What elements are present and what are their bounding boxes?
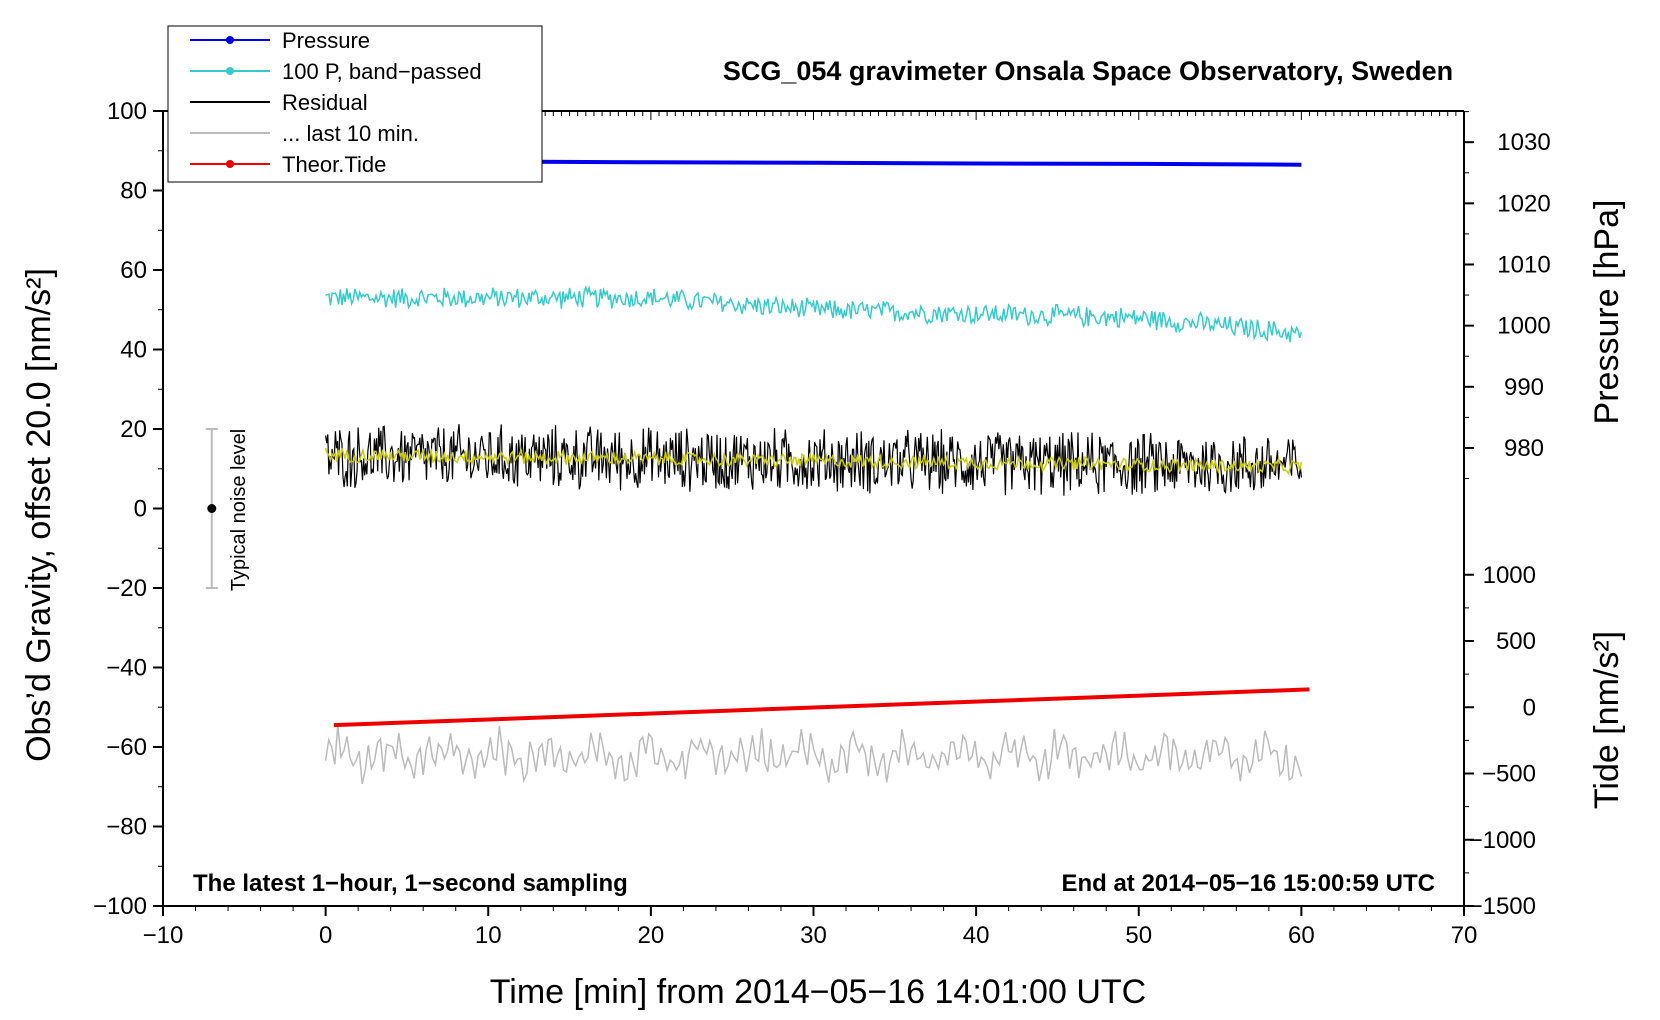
y-tick-label: 80 bbox=[120, 178, 147, 205]
y-axis-title-left: Obs’d Gravity, offset 20.0 [nm/s²] bbox=[20, 268, 58, 762]
legend-label: Residual bbox=[282, 90, 368, 115]
x-tick-label: 50 bbox=[1125, 922, 1152, 949]
text-layer: SCG_054 gravimeter Onsala Space Observat… bbox=[20, 56, 1626, 1011]
legend-marker bbox=[226, 67, 234, 75]
chart-title: SCG_054 gravimeter Onsala Space Observat… bbox=[723, 56, 1453, 86]
tide-tick-label: 0 bbox=[1523, 694, 1536, 721]
noise-bar-center-dot bbox=[207, 504, 217, 513]
y-tick-label: 100 bbox=[107, 98, 147, 125]
y-tick-label: −60 bbox=[106, 734, 147, 761]
tide-tick-label: −500 bbox=[1482, 761, 1536, 788]
x-tick-label: 60 bbox=[1288, 922, 1315, 949]
y-tick-label: 0 bbox=[134, 496, 147, 523]
series-residual bbox=[325, 424, 1302, 496]
y-tick-label: 40 bbox=[120, 337, 147, 364]
series-theor-tide bbox=[333, 687, 1310, 728]
tide-tick-label: 500 bbox=[1496, 628, 1536, 655]
pressure-tick-label: 1000 bbox=[1497, 313, 1550, 340]
annotation-end-time: End at 2014−05−16 15:00:59 UTC bbox=[1061, 870, 1435, 897]
x-tick-label: 70 bbox=[1451, 922, 1478, 949]
legend-label: 100 P, band−passed bbox=[282, 59, 482, 84]
pressure-tick-label: 980 bbox=[1504, 435, 1544, 462]
y-tick-label: 20 bbox=[120, 416, 147, 443]
y-axis-title-tide: Tide [nm/s²] bbox=[1588, 631, 1626, 809]
legend-box bbox=[167, 25, 543, 183]
x-tick-label: 40 bbox=[963, 922, 990, 949]
x-axis-title: Time [min] from 2014−05−16 14:01:00 UTC bbox=[490, 973, 1146, 1011]
legend-label: ... last 10 min. bbox=[282, 121, 419, 146]
noise-level-label: Typical noise level bbox=[228, 429, 250, 591]
y-tick-label: −40 bbox=[106, 655, 147, 682]
series-100-p-band-passed bbox=[325, 285, 1303, 343]
x-tick-label: 30 bbox=[800, 922, 827, 949]
legend-marker bbox=[226, 160, 234, 168]
tide-tick-label: −1000 bbox=[1469, 827, 1536, 854]
pressure-tick-label: 1030 bbox=[1497, 129, 1550, 156]
x-tick-label: 10 bbox=[475, 922, 502, 949]
y-tick-label: −80 bbox=[106, 814, 147, 841]
series-last-10-min bbox=[324, 725, 1303, 785]
annotation-sampling: The latest 1−hour, 1−second sampling bbox=[193, 870, 628, 897]
x-tick-label: 0 bbox=[319, 922, 332, 949]
legend-label: Pressure bbox=[282, 28, 370, 53]
tide-tick-label: 1000 bbox=[1483, 562, 1536, 589]
pressure-tick-label: 990 bbox=[1504, 374, 1544, 401]
x-tick-label: 20 bbox=[638, 922, 665, 949]
legend-label: Theor.Tide bbox=[282, 152, 386, 177]
series-residual-smoothed bbox=[324, 447, 1303, 475]
y-tick-label: 60 bbox=[120, 257, 147, 284]
y-axis-title-pressure: Pressure [hPa] bbox=[1588, 200, 1626, 425]
x-tick-label: −10 bbox=[143, 922, 184, 949]
legend: Pressure 100 P, band−passed Residual ... la… bbox=[167, 25, 543, 183]
legend-marker bbox=[226, 36, 234, 44]
y-tick-label: −100 bbox=[93, 893, 147, 920]
pressure-tick-label: 1010 bbox=[1497, 251, 1550, 278]
pressure-tick-label: 1020 bbox=[1497, 190, 1550, 217]
tide-tick-label: −1500 bbox=[1469, 893, 1536, 920]
y-tick-label: −20 bbox=[106, 575, 147, 602]
